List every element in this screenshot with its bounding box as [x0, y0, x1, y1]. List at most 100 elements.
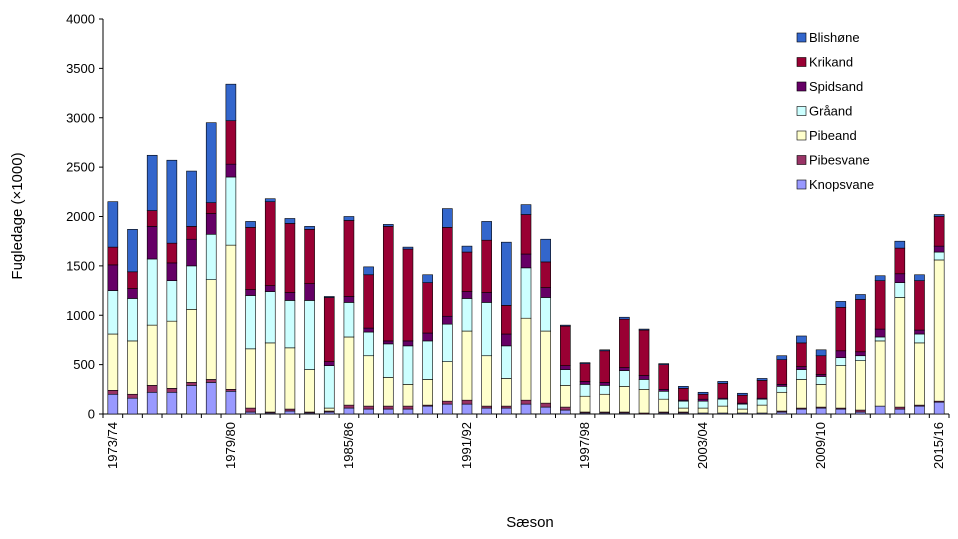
bar-segment	[382, 343, 394, 378]
bar-segment	[363, 327, 374, 333]
bar-segment	[678, 386, 689, 389]
bar-segment	[166, 159, 178, 244]
bar-segment	[579, 362, 591, 364]
bar-segment	[146, 210, 158, 227]
bar-segment	[382, 377, 394, 407]
legend-item: Blishøne	[796, 30, 860, 45]
bar-segment	[560, 365, 571, 370]
bar-segment	[166, 391, 178, 415]
bar-segment	[343, 220, 355, 297]
bar-segment	[835, 301, 847, 308]
bar-segment	[461, 291, 473, 299]
bar-segment	[166, 262, 178, 281]
bar-segment	[382, 224, 394, 227]
bar-segment	[796, 369, 807, 380]
bar-segment	[225, 163, 237, 178]
bar-segment	[874, 280, 886, 330]
bar-segment	[756, 398, 768, 406]
bar-segment	[245, 407, 256, 413]
bar-segment	[540, 238, 551, 263]
legend-swatch	[796, 81, 807, 92]
bar-segment	[205, 202, 217, 214]
bar-segment	[245, 348, 256, 409]
bar-segment	[914, 329, 925, 335]
x-tick-label: 1991/92	[459, 422, 474, 469]
bar-segment	[284, 292, 296, 301]
bar-segment	[127, 393, 138, 399]
bar-segment	[107, 333, 119, 391]
bar-segment	[363, 331, 374, 357]
bar-segment	[894, 247, 906, 275]
bar-segment	[638, 379, 650, 390]
bar-segment	[461, 251, 473, 292]
bar-segment	[776, 391, 788, 412]
bar-segment	[186, 226, 197, 240]
bar-segment	[422, 379, 433, 406]
bar-segment	[619, 386, 630, 413]
bar-segment	[520, 204, 532, 215]
bar-segment	[382, 408, 394, 415]
bar-segment	[225, 120, 237, 165]
bar-segment	[894, 273, 906, 283]
bar-segment	[205, 213, 217, 235]
x-tick-label: 1997/98	[577, 422, 592, 469]
bar-segment	[402, 248, 414, 342]
bar-segment	[422, 332, 433, 342]
bar-segment	[343, 216, 355, 221]
bar-segment	[481, 407, 492, 415]
y-tick-label: 1000	[66, 308, 95, 323]
bar-segment	[894, 282, 906, 298]
bar-segment	[678, 407, 689, 413]
bar-segment	[658, 390, 670, 400]
bar-segment	[284, 410, 296, 415]
bar-segment	[815, 349, 827, 357]
bar-segment	[382, 340, 394, 345]
bar-segment	[402, 340, 414, 347]
y-tick-label: 500	[73, 357, 95, 372]
legend-swatch	[796, 130, 807, 141]
bar-segment	[264, 285, 276, 292]
bar-segment	[914, 342, 925, 406]
legend-swatch	[796, 57, 807, 67]
x-tick-label: 1985/86	[341, 422, 356, 469]
bar-segment	[638, 328, 650, 331]
bar-segment	[402, 405, 414, 410]
bar-segment	[225, 176, 237, 246]
bar-segment	[599, 382, 610, 386]
bar-segment	[520, 317, 532, 401]
bar-segment	[874, 340, 886, 407]
bar-segment	[933, 251, 945, 261]
bar-segment	[166, 280, 178, 322]
bar-segment	[914, 405, 925, 415]
bar-segment	[264, 201, 276, 286]
bar-segment	[402, 408, 414, 415]
bar-segment	[796, 335, 807, 344]
y-tick-labels: 0 500 1000 1500 2000 2500 3000 3500 4000	[66, 12, 95, 422]
x-tick-labels: 1973/74 1979/80 1985/86 1991/92 1997/98 2003/…	[105, 422, 946, 469]
bar-segment	[107, 201, 119, 248]
bar-segment	[776, 355, 788, 360]
bar-segment	[579, 384, 591, 397]
y-axis-title: Fugledage (×1000)	[9, 152, 26, 279]
bar-segment	[245, 227, 256, 290]
bar-segment	[776, 359, 788, 385]
bar-segment	[599, 385, 610, 395]
bar-segment	[933, 214, 945, 217]
legend: Blishøne Krikand Spidsand Gråand Pibeand Pibe…	[796, 30, 874, 192]
bar-segment	[678, 388, 689, 401]
bar-segment	[363, 266, 374, 276]
bar-segment	[304, 226, 315, 230]
bar-segment	[835, 408, 847, 415]
bar-segment	[166, 242, 178, 264]
bar-segment	[461, 399, 473, 405]
bar-segment	[520, 399, 532, 405]
bar-segment	[540, 330, 551, 404]
bar-segment	[560, 385, 571, 408]
bar-segment	[717, 398, 729, 407]
bar-segment	[323, 365, 335, 409]
bar-segment	[343, 336, 355, 406]
bar-segment	[501, 333, 512, 347]
bar-segment	[264, 291, 276, 344]
bar-segment	[442, 315, 453, 325]
bar-segment	[855, 355, 866, 361]
